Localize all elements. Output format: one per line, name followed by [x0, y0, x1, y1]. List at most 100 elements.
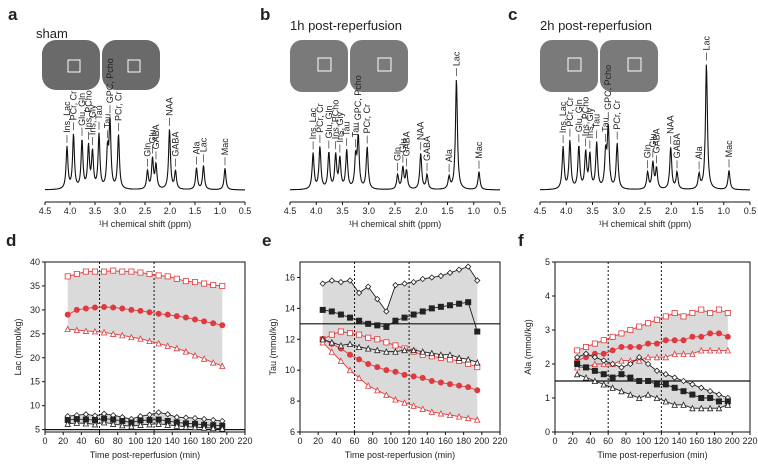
marker	[401, 371, 408, 378]
x-tick-label: 160	[183, 436, 198, 446]
marker	[653, 353, 661, 361]
marker	[355, 374, 363, 381]
peak-label: Ins, PCho	[331, 100, 341, 140]
x-tick-label: 200	[219, 436, 234, 446]
marker	[155, 339, 162, 347]
marker	[591, 360, 599, 368]
marker	[591, 354, 599, 361]
marker	[92, 268, 99, 275]
marker	[464, 414, 472, 422]
marker	[474, 416, 481, 423]
marker	[73, 270, 80, 277]
peak-label: Mac	[724, 140, 734, 158]
marker	[155, 272, 162, 279]
marker	[428, 349, 436, 357]
marker	[356, 317, 363, 324]
peak-label: PCr, Cr	[565, 97, 575, 127]
x-tick-label: 140	[420, 436, 435, 446]
marker	[653, 381, 660, 388]
marker	[337, 341, 345, 349]
marker	[582, 350, 590, 357]
marker	[401, 346, 408, 354]
marker	[346, 277, 354, 284]
marker	[346, 314, 353, 321]
marker	[200, 355, 208, 362]
marker	[191, 423, 199, 431]
marker	[680, 337, 687, 344]
peak-label: Ala	[192, 142, 202, 155]
marker	[73, 306, 80, 313]
marker	[419, 405, 426, 412]
marker	[383, 323, 390, 330]
x-tick-label: 2.5	[389, 206, 402, 216]
spectrum	[290, 79, 500, 191]
y-tick-label: 12	[285, 334, 295, 344]
y-tick-label: 40	[30, 257, 40, 267]
peak-label: Lac	[701, 35, 711, 50]
marker	[428, 274, 435, 281]
x-tick-label: 160	[438, 436, 453, 446]
marker	[109, 330, 117, 337]
mri-image	[102, 40, 160, 90]
peak-label: Glu, Gln	[77, 93, 87, 126]
marker	[374, 364, 381, 371]
marker	[164, 411, 171, 418]
peak-label: NAA	[165, 97, 175, 116]
marker	[707, 330, 714, 337]
marker	[437, 379, 444, 386]
marker	[653, 316, 660, 323]
peak-label: Ins, Gly	[585, 107, 595, 138]
marker	[91, 327, 99, 335]
marker	[600, 360, 607, 368]
peak-label: Tau	[342, 121, 352, 136]
marker	[455, 354, 463, 361]
x-tick-label: 2.0	[415, 206, 428, 216]
panel-letter: f	[518, 231, 524, 250]
x-tick-label: 40	[585, 436, 595, 446]
marker	[671, 337, 678, 344]
marker	[474, 328, 481, 335]
marker	[715, 346, 723, 354]
marker	[707, 394, 714, 401]
marker	[109, 420, 117, 427]
marker	[365, 320, 372, 327]
x-tick-label: 2.5	[139, 206, 152, 216]
x-tick-label: 3.0	[362, 206, 375, 216]
marker	[715, 330, 722, 337]
y-tick-label: 10	[30, 401, 40, 411]
marker	[618, 343, 625, 350]
marker	[465, 384, 472, 391]
marker	[337, 311, 344, 318]
marker	[64, 273, 71, 280]
peak-label: Ins, PCho	[84, 90, 94, 130]
x-tick-label: 100	[128, 436, 143, 446]
marker	[392, 317, 399, 324]
marker	[419, 374, 426, 381]
marker	[319, 335, 326, 343]
marker	[645, 377, 652, 384]
marker	[392, 368, 399, 375]
panel-title: sham	[36, 26, 68, 41]
marker	[137, 307, 144, 314]
x-axis-label: Time post-reperfusion (min)	[597, 450, 707, 460]
marker	[618, 387, 625, 395]
marker	[618, 364, 625, 371]
marker	[200, 415, 208, 423]
marker	[715, 404, 723, 412]
marker	[100, 328, 108, 336]
x-tick-label: 220	[742, 436, 757, 446]
peak-label: Glu	[148, 129, 158, 143]
x-axis-label: Time post-reperfusion (min)	[345, 450, 455, 460]
x-tick-label: 160	[689, 436, 704, 446]
marker	[724, 401, 732, 408]
marker	[383, 339, 390, 346]
marker	[64, 325, 71, 333]
marker	[119, 268, 126, 275]
marker	[82, 327, 90, 334]
y-tick-label: 3	[545, 325, 550, 335]
marker	[346, 366, 354, 374]
marker	[689, 333, 696, 340]
x-axis-label: ¹H chemical shift (ppm)	[599, 219, 692, 229]
marker	[583, 343, 590, 350]
y-tick-label: 25	[30, 329, 40, 339]
